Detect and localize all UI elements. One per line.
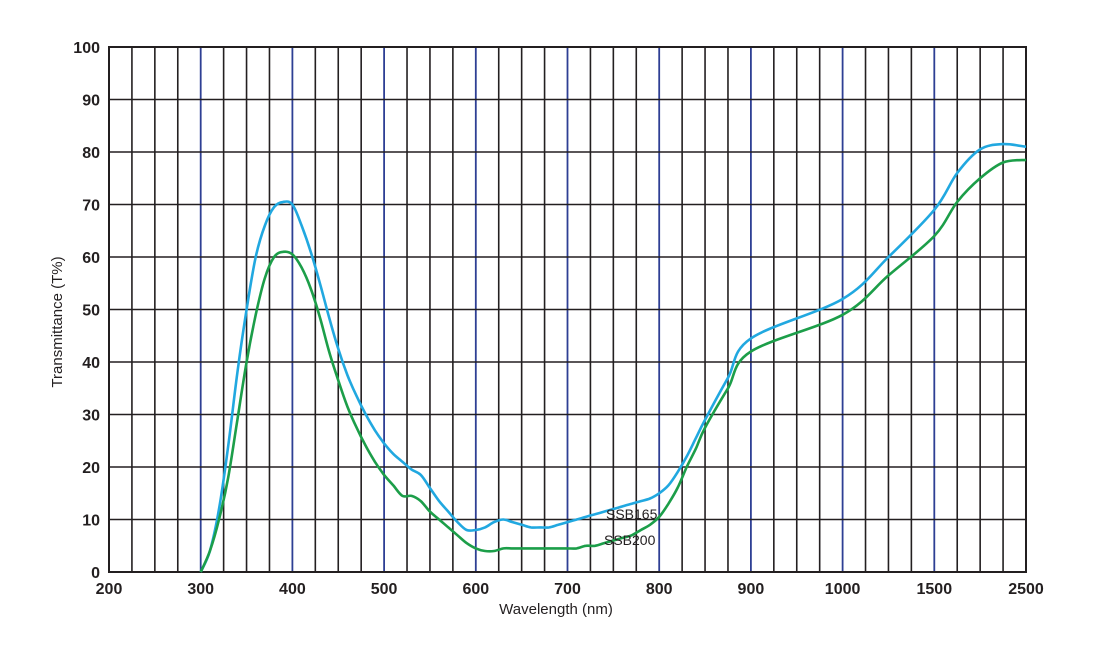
x-tick-label: 1000 [825,581,861,598]
x-tick-label: 2500 [1008,581,1044,598]
x-tick-label: 800 [646,581,673,598]
y-tick-label: 80 [82,145,100,162]
y-axis-ticks: 0 10 20 30 40 50 60 70 80 90 100 [73,40,100,582]
y-tick-label: 0 [91,565,100,582]
x-tick-label: 500 [371,581,398,598]
y-tick-label: 70 [82,198,100,215]
y-axis-title: Transmittance (T%) [49,256,66,387]
series-label-ssb200: SSB200 [604,532,656,548]
series-label-ssb165: SSB165 [606,506,658,522]
y-tick-label: 10 [82,513,100,530]
series-labels: SSB165 SSB200 [604,506,658,548]
y-tick-label: 50 [82,303,100,320]
chart-grid [108,46,1027,573]
x-tick-label: 600 [462,581,489,598]
x-tick-label: 900 [738,581,765,598]
y-tick-label: 40 [82,355,100,372]
series-line-ssb200 [199,158,1027,573]
series-line-ssb165 [199,142,1027,573]
x-axis-title: Wavelength (nm) [499,601,613,618]
x-tick-label: 300 [187,581,214,598]
y-tick-label: 90 [82,93,100,110]
x-tick-label: 200 [96,581,123,598]
y-tick-label: 60 [82,250,100,267]
x-axis-ticks: 200 300 400 500 600 700 800 900 1000 1500 2500 [96,581,1044,598]
x-tick-label: 400 [279,581,306,598]
chart-series [199,142,1027,573]
y-tick-label: 20 [82,460,100,477]
x-tick-label: 700 [554,581,581,598]
y-tick-label: 100 [73,40,100,57]
y-tick-label: 30 [82,408,100,425]
plot-frame [108,46,1027,573]
x-tick-label: 1500 [917,581,953,598]
